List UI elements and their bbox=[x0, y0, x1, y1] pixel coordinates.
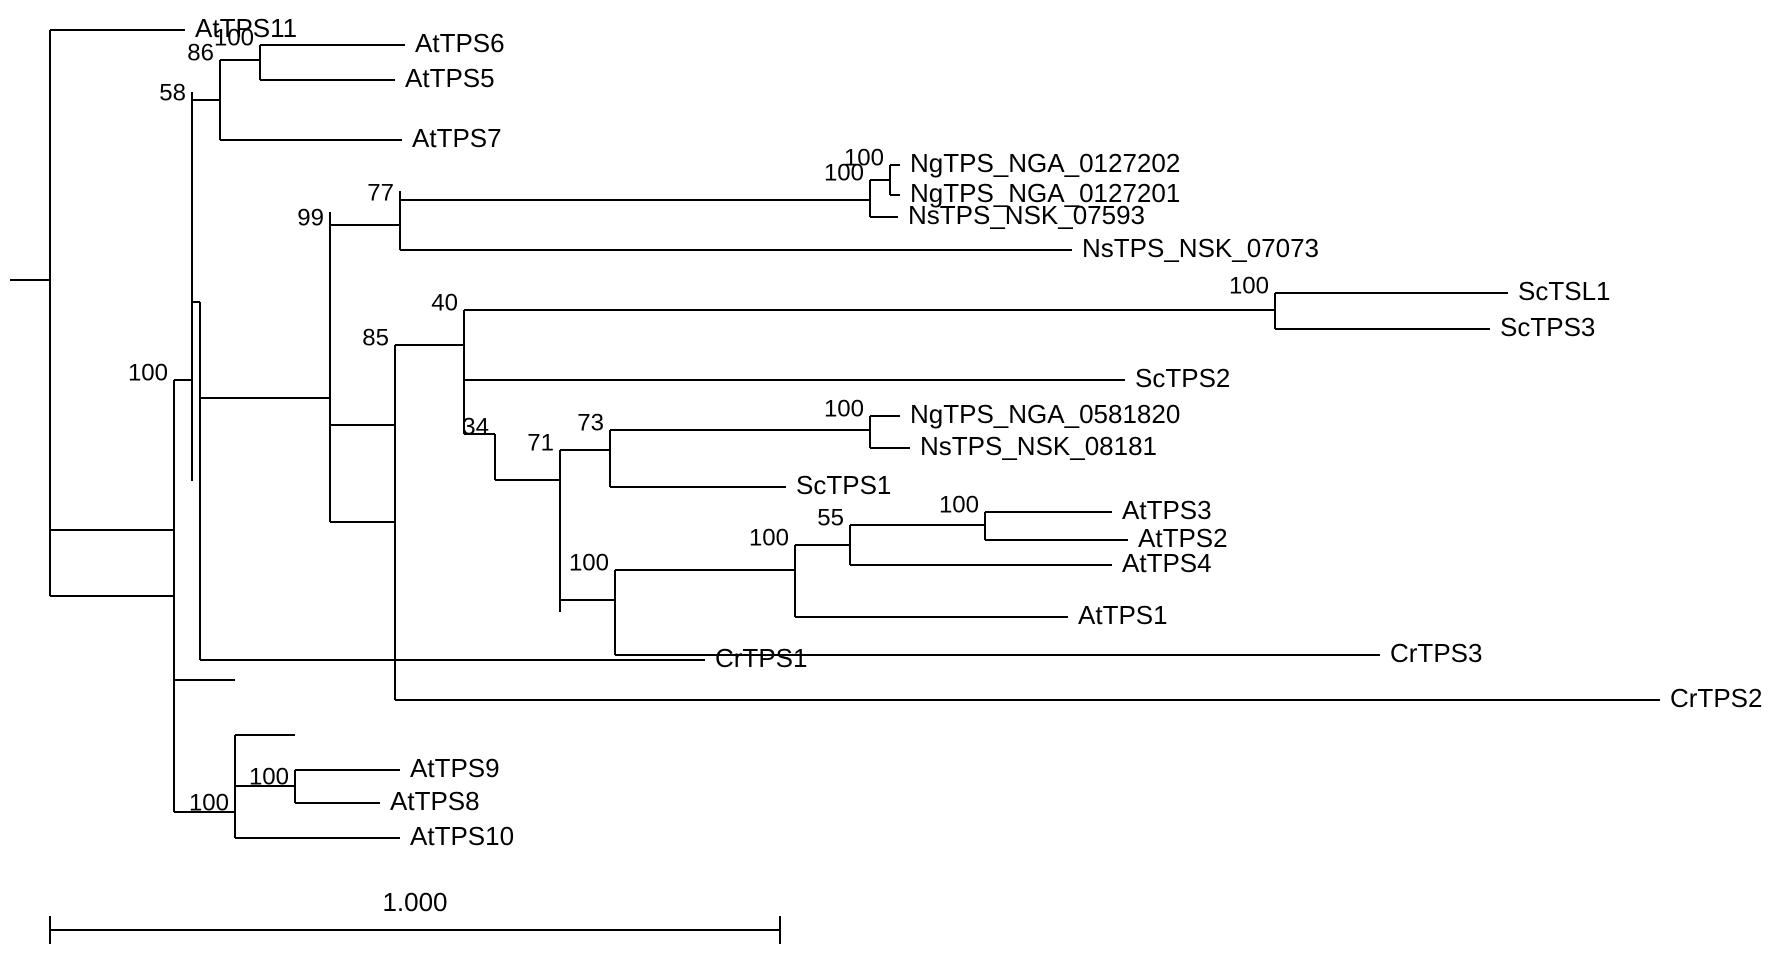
tip-label: AtTPS5 bbox=[405, 63, 495, 93]
bootstrap-label: 58 bbox=[159, 79, 186, 106]
tip-label: AtTPS1 bbox=[1078, 600, 1168, 630]
bootstrap-label: 100 bbox=[824, 395, 864, 422]
bootstrap-label: 100 bbox=[569, 549, 609, 576]
bootstrap-label: 73 bbox=[577, 409, 604, 436]
bootstrap-label: 77 bbox=[367, 179, 394, 206]
bootstrap-label: 100 bbox=[749, 524, 789, 551]
bootstrap-label: 40 bbox=[431, 289, 458, 316]
bootstrap-label: 100 bbox=[189, 789, 229, 816]
tip-label: NsTPS_NSK_08181 bbox=[920, 431, 1157, 461]
tip-label: CrTPS2 bbox=[1670, 683, 1762, 713]
phylogenetic-tree: AtTPS11AtTPS6AtTPS5AtTPS7NgTPS_NGA_01272… bbox=[0, 0, 1772, 958]
tip-label: ScTPS2 bbox=[1135, 363, 1230, 393]
tip-label: AtTPS10 bbox=[410, 821, 514, 851]
tip-label: ScTSL1 bbox=[1518, 276, 1611, 306]
bootstrap-label: 100 bbox=[214, 24, 254, 51]
tip-label: AtTPS4 bbox=[1122, 548, 1212, 578]
bootstrap-label: 86 bbox=[187, 39, 214, 66]
bootstrap-label: 100 bbox=[1229, 272, 1269, 299]
tip-label: NgTPS_NGA_0127202 bbox=[910, 148, 1180, 178]
bootstrap-label: 71 bbox=[527, 429, 554, 456]
tip-label: AtTPS6 bbox=[415, 28, 505, 58]
bootstrap-label: 34 bbox=[462, 413, 489, 440]
bootstrap-label: 100 bbox=[249, 763, 289, 790]
tip-label: ScTPS1 bbox=[796, 470, 891, 500]
bootstrap-label: 100 bbox=[128, 359, 168, 386]
bootstrap-label: 99 bbox=[297, 204, 324, 231]
tip-label: CrTPS1 bbox=[715, 643, 807, 673]
tip-label: NsTPS_NSK_07593 bbox=[908, 200, 1145, 230]
tip-label: AtTPS9 bbox=[410, 753, 500, 783]
tip-label: NsTPS_NSK_07073 bbox=[1082, 233, 1319, 263]
bootstrap-label: 100 bbox=[844, 144, 884, 171]
tip-label: CrTPS3 bbox=[1390, 638, 1482, 668]
tip-label: ScTPS3 bbox=[1500, 312, 1595, 342]
bootstrap-label: 55 bbox=[817, 504, 844, 531]
tip-label: AtTPS7 bbox=[412, 123, 502, 153]
bootstrap-label: 85 bbox=[362, 324, 389, 351]
tip-label: AtTPS8 bbox=[390, 786, 480, 816]
bootstrap-label: 100 bbox=[939, 491, 979, 518]
scale-bar-label: 1.000 bbox=[382, 887, 447, 917]
tip-label: NgTPS_NGA_0581820 bbox=[910, 399, 1180, 429]
tip-label: AtTPS3 bbox=[1122, 495, 1212, 525]
